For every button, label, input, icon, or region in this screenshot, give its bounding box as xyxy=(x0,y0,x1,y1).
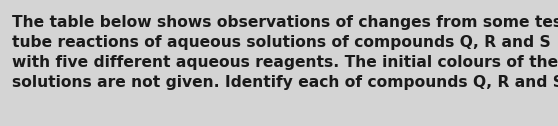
Text: The table below shows observations of changes from some test-
tube reactions of : The table below shows observations of ch… xyxy=(12,15,558,90)
